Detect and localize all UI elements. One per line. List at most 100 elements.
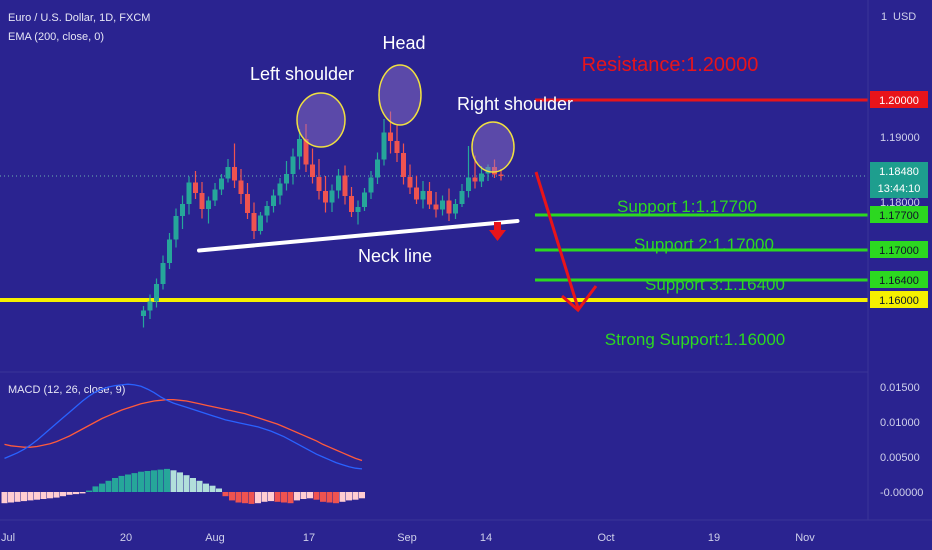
candle-body xyxy=(479,173,484,182)
countdown-label: 13:44:10 xyxy=(878,183,921,195)
macd-histogram-bar xyxy=(294,492,300,501)
macd-histogram-bar xyxy=(105,480,112,492)
macd-histogram-bar xyxy=(242,492,248,504)
x-tick-label: 14 xyxy=(480,532,492,544)
macd-histogram-bar xyxy=(86,490,92,492)
macd-y-tick-label: 0.01500 xyxy=(880,382,920,394)
candle-body xyxy=(284,174,289,184)
right-shoulder-label: Right shoulder xyxy=(457,94,573,114)
candle-body xyxy=(232,167,237,181)
level-tag xyxy=(870,291,928,308)
x-tick-label: Sep xyxy=(397,532,417,544)
level-tag-label: 1.16000 xyxy=(879,295,919,307)
macd-histogram-bar xyxy=(14,492,21,502)
macd-histogram-bar xyxy=(222,492,229,497)
macd-histogram-bar xyxy=(248,492,255,504)
macd-histogram-bar xyxy=(346,492,352,501)
macd-histogram-bar xyxy=(183,475,190,492)
candle-body xyxy=(219,178,224,190)
candle-body xyxy=(342,175,348,196)
macd-histogram-bar xyxy=(1,492,8,504)
macd-histogram-bar xyxy=(274,492,281,502)
candle-body xyxy=(147,301,153,311)
x-tick-label: Aug xyxy=(205,532,225,544)
candle-body xyxy=(407,177,413,188)
macd-histogram-bar xyxy=(359,492,365,499)
level-tag-label: 1.17000 xyxy=(879,245,919,257)
candle-body xyxy=(375,159,380,178)
macd-histogram-bar xyxy=(261,492,268,502)
candle-body xyxy=(264,206,270,216)
macd-histogram-bar xyxy=(287,492,294,504)
macd-histogram-bar xyxy=(21,492,27,502)
down-arrow-head xyxy=(489,230,506,241)
macd-y-tick-label: 0.00500 xyxy=(880,452,920,464)
candle-body xyxy=(440,200,445,210)
candle-body xyxy=(258,215,263,231)
macd-histogram-bar xyxy=(196,480,203,492)
macd-histogram-bar xyxy=(157,469,164,492)
candle-body xyxy=(160,263,166,284)
candle-body xyxy=(323,191,328,203)
level-label: Support 2:1.17000 xyxy=(634,235,774,254)
level-tag xyxy=(870,271,928,288)
candle-body xyxy=(368,177,374,193)
macd-label: MACD (12, 26, close, 9) xyxy=(8,384,125,396)
candle-body xyxy=(446,200,452,214)
chart-title: Euro / U.S. Dollar, 1D, FXCM xyxy=(8,12,150,24)
candle-body xyxy=(303,139,309,165)
candle-body xyxy=(349,196,354,212)
signal-line xyxy=(4,398,363,462)
macd-histogram-bar xyxy=(268,492,274,502)
macd-histogram-bar xyxy=(8,492,14,503)
macd-histogram-bar xyxy=(281,492,287,503)
candle-body xyxy=(316,177,322,191)
candle-body xyxy=(355,207,361,212)
x-tick-label: 17 xyxy=(303,532,315,544)
macd-histogram-bar xyxy=(47,492,53,499)
level-tag-label: 1.20000 xyxy=(879,95,919,107)
level-label: Support 3:1.16400 xyxy=(645,275,785,294)
macd-histogram-bar xyxy=(151,470,157,492)
candle-body xyxy=(212,189,218,201)
candle-body xyxy=(414,187,419,200)
macd-histogram-bar xyxy=(313,492,320,500)
macd-histogram-bar xyxy=(112,478,118,492)
macd-histogram-bar xyxy=(216,488,222,492)
candle-body xyxy=(466,177,471,191)
level-tag xyxy=(870,206,928,223)
current-price-label: 1.18480 xyxy=(879,166,919,178)
macd-histogram-bar xyxy=(99,483,105,492)
indicator-label: EMA (200, close, 0) xyxy=(8,31,104,43)
macd-histogram-bar xyxy=(53,492,60,498)
candle-body xyxy=(427,191,432,205)
candle-body xyxy=(167,239,172,263)
candle-body xyxy=(180,204,185,216)
level-label: Strong Support:1.16000 xyxy=(605,330,786,349)
macd-histogram-bar xyxy=(34,492,40,500)
projection-arrow-head xyxy=(561,285,598,313)
macd-histogram-bar xyxy=(339,492,346,502)
candle-body xyxy=(206,200,211,209)
candle-body xyxy=(498,174,504,176)
x-tick-label: 19 xyxy=(708,532,720,544)
candle-body xyxy=(388,132,393,141)
candle-body xyxy=(310,164,315,177)
currency-label[interactable]: USD xyxy=(893,11,916,23)
candle-body xyxy=(154,284,159,302)
macd-histogram-bar xyxy=(326,492,333,503)
macd-histogram-bar xyxy=(79,492,86,494)
neckline xyxy=(197,219,520,253)
macd-histogram-bar xyxy=(60,492,66,497)
level-tag-label: 1.17700 xyxy=(879,210,919,222)
left-shoulder-circle xyxy=(296,92,346,148)
macd-histogram-bar xyxy=(125,474,131,492)
macd-y-tick-label: 0.01000 xyxy=(880,417,920,429)
x-tick-label: 20 xyxy=(120,532,132,544)
candle-body xyxy=(401,153,406,177)
macd-histogram-bar xyxy=(177,472,183,492)
level-tag xyxy=(870,241,928,258)
x-tick-label: Nov xyxy=(795,532,815,544)
macd-histogram-bar xyxy=(131,473,138,492)
